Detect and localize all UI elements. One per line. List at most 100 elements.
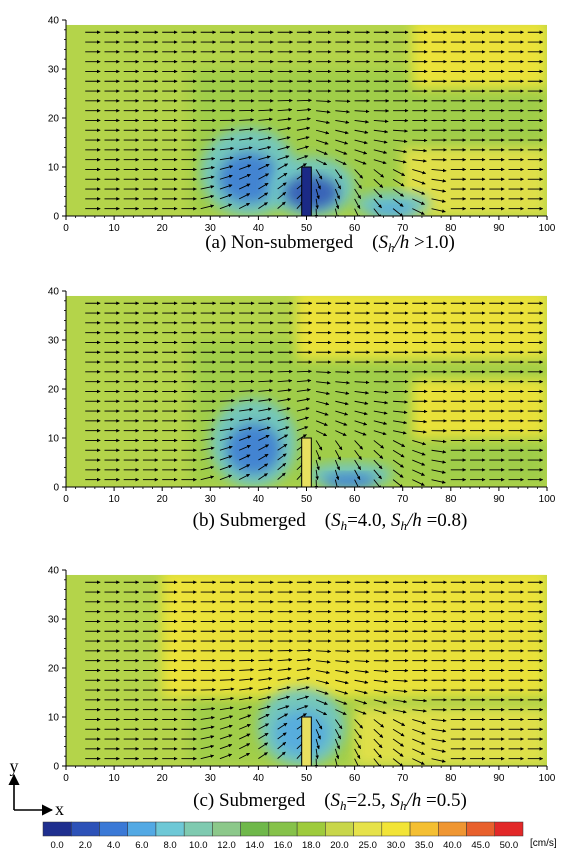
velocity-vector [316, 670, 330, 675]
x-tick-label: 30 [205, 773, 217, 784]
velocity-vector [373, 188, 383, 199]
velocity-vector [354, 479, 360, 487]
velocity-vector [431, 188, 447, 193]
velocity-vector [239, 407, 254, 412]
velocity-vector [277, 751, 286, 759]
colorbar-label: 25.0 [358, 840, 377, 851]
velocity-vector [373, 719, 385, 728]
velocity-vector [373, 469, 382, 480]
velocity-vector [373, 748, 382, 759]
velocity-vector [373, 390, 389, 395]
x-tick-label: 80 [445, 223, 457, 234]
velocity-vector [315, 188, 320, 200]
velocity-vector [219, 743, 233, 750]
x-tick-label: 40 [253, 773, 265, 784]
contour-high-zone [354, 707, 547, 766]
velocity-vector [335, 400, 349, 406]
velocity-vector [412, 459, 426, 466]
velocity-vector [315, 719, 323, 730]
velocity-vector [296, 657, 312, 662]
x-tick-label: 80 [445, 494, 457, 505]
velocity-vector [334, 748, 340, 760]
x-tick-label: 20 [157, 223, 169, 234]
velocity-vector [239, 164, 252, 170]
velocity-vector [219, 184, 233, 190]
velocity-vector [200, 175, 215, 180]
velocity-vector [315, 198, 319, 210]
velocity-vector [277, 191, 287, 200]
velocity-vector [296, 107, 312, 112]
velocity-vector [200, 156, 216, 161]
axis-indicator-y-label: y [10, 756, 19, 776]
velocity-vector [277, 416, 291, 422]
velocity-vector [373, 420, 388, 425]
velocity-vector [392, 709, 407, 714]
velocity-vector [315, 440, 323, 451]
velocity-vector [296, 407, 310, 412]
velocity-vector [354, 169, 364, 179]
velocity-vector [354, 149, 368, 155]
velocity-vector [335, 670, 350, 674]
velocity-vector [354, 159, 367, 165]
velocity-vector [316, 400, 330, 406]
colorbar-swatch [325, 821, 354, 837]
velocity-vector [277, 434, 289, 441]
velocity-vector [334, 450, 342, 461]
velocity-vector [373, 129, 389, 134]
y-tick-label: 40 [48, 566, 60, 577]
x-tick-label: 100 [539, 773, 556, 784]
velocity-vector [219, 146, 235, 151]
velocity-vector [296, 713, 307, 720]
obstacle [301, 437, 312, 488]
x-tick-label: 50 [301, 494, 313, 505]
colorbar-label: 30.0 [387, 840, 406, 851]
velocity-vector [200, 697, 216, 702]
velocity-vector [373, 208, 382, 217]
velocity-vector [219, 193, 233, 200]
colorbar-swatch [409, 821, 439, 837]
velocity-vector [334, 169, 343, 180]
velocity-vector [296, 397, 311, 402]
velocity-vector [296, 369, 312, 374]
velocity-vector [277, 667, 292, 671]
velocity-vector [200, 204, 215, 210]
velocity-vector [296, 155, 309, 161]
velocity-vector [431, 449, 447, 454]
velocity-vector [219, 455, 233, 461]
velocity-vector [239, 155, 253, 161]
y-tick-label: 20 [48, 385, 60, 396]
velocity-vector [296, 426, 309, 432]
colorbar-label: 4.0 [107, 840, 120, 851]
obstacle [301, 166, 312, 217]
velocity-vector [393, 400, 408, 404]
velocity-vector [239, 118, 254, 122]
x-tick-label: 10 [109, 773, 121, 784]
vector-field [85, 30, 544, 217]
velocity-vector [258, 473, 268, 481]
velocity-vector [258, 192, 269, 200]
velocity-vector [258, 686, 272, 691]
velocity-vector [238, 724, 251, 730]
velocity-vector [219, 724, 233, 730]
colorbar-label: 12.0 [217, 840, 236, 851]
panel-b: 0 10 20 30 40 50 60 70 80 90 100 0 10 20 30 40 [48, 287, 556, 506]
velocity-vector [373, 149, 388, 154]
contour-low-core [322, 473, 377, 487]
velocity-vector [412, 178, 426, 185]
velocity-vector [334, 188, 340, 200]
velocity-vector [258, 742, 269, 750]
velocity-vector [200, 427, 216, 432]
vector-field [85, 580, 544, 767]
velocity-vector [373, 699, 388, 704]
velocity-vector [258, 713, 270, 720]
colorbar-swatch [70, 821, 100, 837]
velocity-vector [392, 728, 405, 737]
velocity-vector [258, 388, 273, 393]
velocity-vector [296, 648, 312, 653]
colorbar-swatch [353, 821, 383, 837]
x-tick-label: 70 [397, 223, 409, 234]
velocity-vector [277, 155, 290, 161]
velocity-vector [200, 418, 216, 423]
velocity-vector [200, 456, 215, 461]
velocity-vector [354, 469, 361, 480]
